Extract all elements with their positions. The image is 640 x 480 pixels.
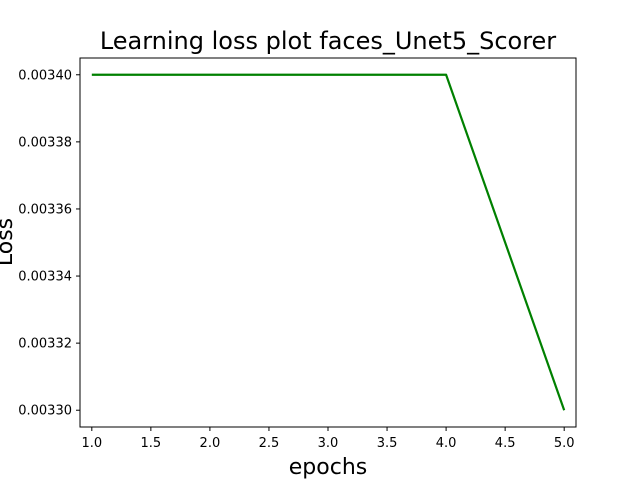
x-tick-label: 4.5 [495,436,516,451]
y-axis-label: Loss [0,218,18,266]
y-tick-label: 0.00336 [18,202,72,217]
y-tick-label: 0.00334 [18,270,72,285]
y-axis-ticks: 0.00330 0.00332 0.00334 0.00336 0.00338 0.003… [18,68,80,419]
y-tick-label: 0.00338 [18,135,72,150]
x-tick-label: 3.5 [377,436,398,451]
x-axis-ticks: 1.0 1.5 2.0 2.5 3.0 3.5 4.0 4.5 5.0 [81,427,575,451]
loss-series-line [91,73,566,411]
x-tick-label: 5.0 [554,436,575,451]
x-tick-label: 2.5 [259,436,280,451]
x-axis-label: epochs [289,455,367,480]
x-tick-label: 3.0 [318,436,339,451]
plot-area: 1.0 1.5 2.0 2.5 3.0 3.5 4.0 4.5 5.0 0.003300.003… [18,57,577,451]
y-tick-label: 0.00340 [18,68,72,83]
y-tick-label: 0.00330 [18,404,72,419]
x-tick-label: 4.0 [436,436,457,451]
axes-frame [79,57,577,428]
chart-title: Learning loss plot faces_Unet5_Scorer [100,27,556,55]
x-tick-label: 1.5 [141,436,162,451]
x-tick-label: 2.0 [200,436,221,451]
x-tick-label: 1.0 [81,436,102,451]
series-layer [91,73,566,411]
y-tick-label: 0.00332 [18,337,72,352]
